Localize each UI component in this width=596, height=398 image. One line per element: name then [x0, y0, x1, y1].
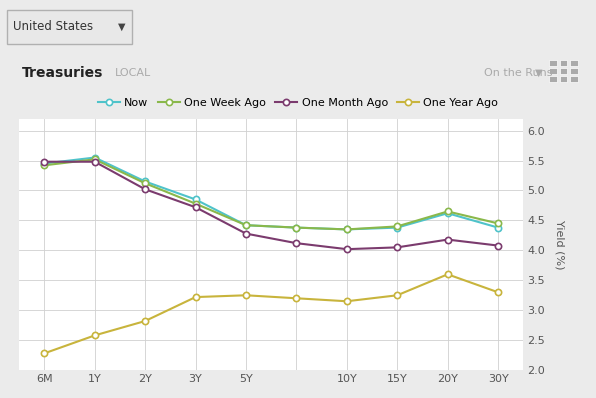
- Bar: [560, 60, 567, 66]
- Bar: [570, 60, 578, 66]
- Text: ▼: ▼: [118, 22, 126, 32]
- Text: Treasuries: Treasuries: [21, 66, 103, 80]
- Text: LOCAL: LOCAL: [115, 68, 151, 78]
- Bar: [570, 68, 578, 74]
- Y-axis label: Yield (%): Yield (%): [555, 220, 564, 269]
- Bar: [550, 76, 557, 82]
- Text: On the Runs: On the Runs: [484, 68, 552, 78]
- Bar: [560, 68, 567, 74]
- Bar: [550, 68, 557, 74]
- Bar: [570, 76, 578, 82]
- Text: United States: United States: [13, 20, 93, 33]
- Bar: [550, 60, 557, 66]
- FancyBboxPatch shape: [7, 10, 132, 44]
- Legend: Now, One Week Ago, One Month Ago, One Year Ago: Now, One Week Ago, One Month Ago, One Ye…: [93, 94, 503, 113]
- Text: ▼: ▼: [535, 68, 543, 78]
- Bar: [560, 76, 567, 82]
